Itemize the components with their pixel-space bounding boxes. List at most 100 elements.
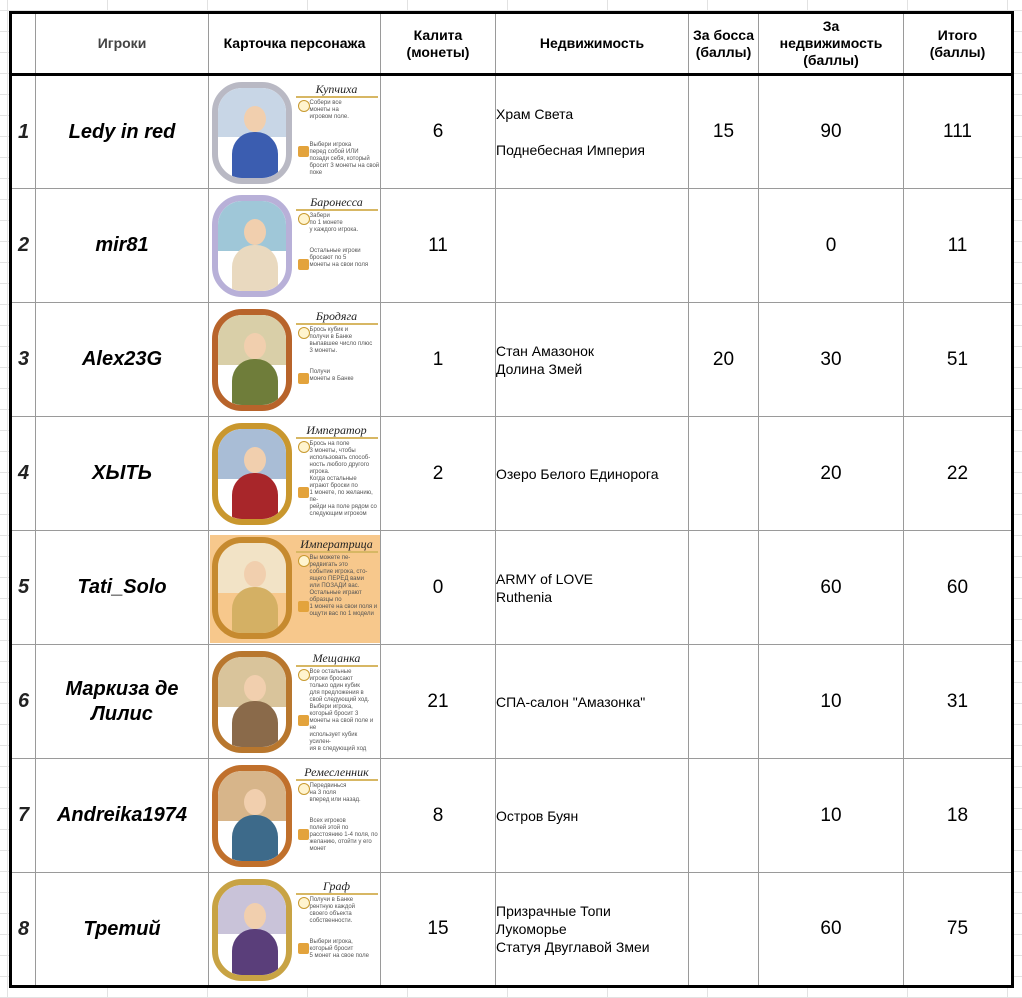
rank-cell: 7: [10, 758, 36, 873]
boss-points-cell: 15: [688, 74, 759, 189]
card-title: Ремесленник: [295, 765, 378, 781]
estate-item: Остров Буян: [496, 807, 579, 824]
dice-icon: [297, 715, 309, 726]
estate-points-cell: 10: [758, 758, 904, 873]
total-cell: 60: [903, 530, 1013, 645]
boss-points-cell: [688, 416, 759, 531]
player-name: Маркиза де Лилис: [35, 644, 209, 759]
coin-icon: [297, 99, 310, 112]
coin-icon: [297, 896, 310, 909]
card-text: Забери по 1 монете у каждого игрока. Ост…: [309, 213, 369, 268]
results-table: Игроки Карточка персонажа Калита (монеты…: [9, 11, 1014, 988]
table-row: 3 Alex23G Бродяга Брось кубик и получи в…: [10, 302, 1013, 417]
player-name: Tati_Solo: [35, 530, 209, 645]
header-estate-points: За недвижимость (баллы): [758, 12, 904, 76]
boss-points-cell: 20: [688, 302, 759, 417]
coins-cell: 11: [380, 188, 496, 303]
rank-cell: 5: [10, 530, 36, 645]
estate-points-cell: 60: [758, 872, 904, 987]
character-card: Ремесленник Передвинься на 3 поля вперед…: [209, 763, 380, 871]
character-card-cell: Ремесленник Передвинься на 3 поля вперед…: [208, 758, 381, 873]
estate-cell: Озеро Белого Единорога: [495, 416, 689, 531]
rank-cell: 8: [10, 872, 36, 987]
player-name: Andreika1974: [35, 758, 209, 873]
card-text: Брось кубик и получи в Банке выпавшее чи…: [309, 327, 373, 382]
estate-points-cell: 10: [758, 644, 904, 759]
rank-cell: 1: [10, 74, 36, 189]
character-card-cell: Купчиха Собери все монеты на игровом пол…: [208, 74, 381, 189]
card-title: Граф: [295, 879, 378, 895]
table-row: 1 Ledy in red Купчиха Собери все монеты …: [10, 74, 1013, 189]
coin-icon: [297, 669, 310, 681]
card-title: Мещанка: [295, 651, 378, 667]
total-cell: 31: [903, 644, 1013, 759]
coins-cell: 6: [380, 74, 496, 189]
card-text: Собери все монеты на игровом поле. Выбер…: [309, 99, 380, 176]
coins-cell: 8: [380, 758, 496, 873]
character-card: Баронесса Забери по 1 монете у каждого и…: [209, 193, 380, 301]
player-name: Ledy in red: [35, 74, 209, 189]
rank-cell: 2: [10, 188, 36, 303]
character-card-cell: Баронесса Забери по 1 монете у каждого и…: [208, 188, 381, 303]
estate-points-cell: 90: [758, 74, 904, 189]
dice-icon: [297, 487, 309, 498]
estate-cell: Храм Света Поднебесная Империя: [495, 74, 689, 189]
estate-item: Поднебесная Империя: [496, 142, 645, 158]
estate-item: Озеро Белого Единорога: [496, 465, 659, 482]
header-estate: Недвижимость: [495, 12, 689, 76]
card-title: Бродяга: [295, 309, 378, 325]
coin-icon: [297, 327, 310, 339]
estate-cell: ARMY of LOVE Ruthenia: [495, 530, 689, 645]
estate-item: Стан Амазонок: [496, 342, 595, 359]
player-name: Alex23G: [35, 302, 209, 417]
card-title: Императрица: [295, 537, 378, 553]
table-row: 8 Третий Граф Получи в Банке рентную каж…: [10, 872, 1013, 987]
boss-points-cell: [688, 188, 759, 303]
coin-icon: [297, 441, 310, 453]
estate-item: Статуя Двуглавой Змеи: [496, 939, 650, 955]
character-card-cell: Императрица Вы можете пе- редвигать это …: [208, 530, 381, 645]
table-row: 7 Andreika1974 Ремесленник Передвинься н…: [10, 758, 1013, 873]
character-card: Купчиха Собери все монеты на игровом пол…: [209, 79, 380, 188]
character-card: Мещанка Все остальные игроки бросают тол…: [209, 649, 380, 757]
estate-cell: Стан Амазонок Долина Змей: [495, 302, 689, 417]
estate-points-cell: 30: [758, 302, 904, 417]
total-cell: 18: [903, 758, 1013, 873]
character-card: Император Брось на поле 3 монеты, чтобы …: [209, 421, 380, 529]
estate-item: Лукоморье: [496, 921, 567, 937]
estate-points-cell: 0: [758, 188, 904, 303]
character-card-cell: Мещанка Все остальные игроки бросают тол…: [208, 644, 381, 759]
estate-item: Ruthenia: [496, 588, 553, 605]
rank-cell: 3: [10, 302, 36, 417]
player-name: mir81: [35, 188, 209, 303]
card-text: Передвинься на 3 поля вперед или назад. …: [309, 783, 378, 852]
character-portrait: [211, 765, 292, 867]
header-card: Карточка персонажа: [208, 12, 381, 76]
dice-icon: [297, 145, 309, 157]
coin-icon: [297, 555, 310, 567]
coins-cell: 0: [380, 530, 496, 645]
player-name: ХЫТЬ: [35, 416, 209, 531]
estate-cell: Призрачные Топи Лукоморье Статуя Двуглавой…: [495, 872, 689, 987]
rank-cell: 4: [10, 416, 36, 531]
total-cell: 22: [903, 416, 1013, 531]
player-name: Третий: [35, 872, 209, 987]
boss-points-cell: [688, 872, 759, 987]
character-portrait: [211, 537, 292, 639]
card-text: Вы можете пе- редвигать это событие игро…: [309, 555, 378, 617]
card-text: Все остальные игроки бросают только один…: [309, 669, 374, 752]
character-portrait: [211, 423, 292, 525]
character-card-cell: Император Брось на поле 3 монеты, чтобы …: [208, 416, 381, 531]
boss-points-cell: [688, 530, 759, 645]
total-cell: 111: [903, 74, 1013, 189]
header-row: Игроки Карточка персонажа Калита (монеты…: [10, 12, 1013, 76]
total-cell: 75: [903, 872, 1013, 987]
character-portrait: [211, 81, 292, 184]
estate-item: Храм Света: [496, 106, 574, 122]
total-cell: 11: [903, 188, 1013, 303]
character-portrait: [211, 878, 292, 981]
rank-cell: 6: [10, 644, 36, 759]
header-boss: За босса (баллы): [688, 12, 759, 76]
estate-gap: [496, 123, 688, 141]
dice-icon: [297, 942, 309, 954]
